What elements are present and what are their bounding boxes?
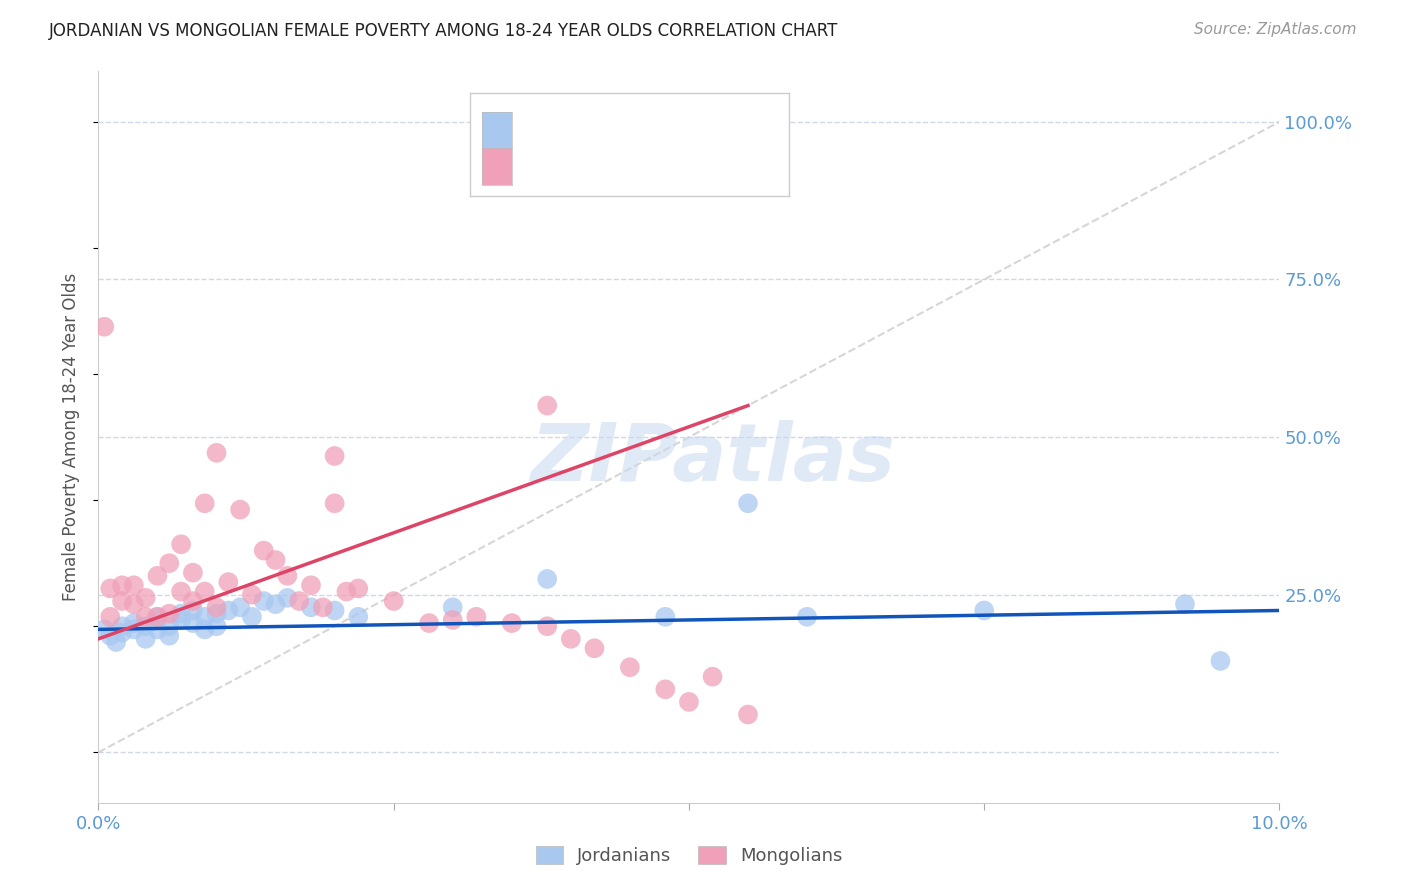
Text: Source: ZipAtlas.com: Source: ZipAtlas.com: [1194, 22, 1357, 37]
Text: 38: 38: [641, 119, 669, 138]
Point: [105, 635, 128, 649]
Point: [382, 594, 405, 608]
Point: [240, 588, 263, 602]
Point: [299, 600, 322, 615]
Point: [465, 609, 488, 624]
Point: [157, 629, 180, 643]
Point: [181, 616, 204, 631]
Text: N =: N =: [610, 120, 650, 137]
Point: [253, 543, 276, 558]
Point: [536, 399, 558, 413]
Point: [796, 609, 818, 624]
Point: [170, 584, 193, 599]
Point: [170, 537, 193, 551]
Point: [194, 623, 217, 637]
Text: R =: R =: [522, 120, 560, 137]
Point: [135, 632, 157, 646]
Point: [1174, 597, 1197, 611]
Point: [181, 566, 204, 580]
Point: [146, 609, 169, 624]
Point: [157, 556, 180, 570]
Point: [737, 496, 759, 510]
Point: [98, 609, 121, 624]
Point: [583, 641, 606, 656]
Y-axis label: Female Poverty Among 18-24 Year Olds: Female Poverty Among 18-24 Year Olds: [62, 273, 80, 601]
Point: [418, 616, 440, 631]
Text: N =: N =: [610, 160, 650, 178]
Point: [323, 449, 346, 463]
Point: [501, 616, 523, 631]
Point: [205, 446, 228, 460]
Point: [181, 594, 204, 608]
Point: [347, 609, 370, 624]
Point: [678, 695, 700, 709]
Point: [98, 629, 121, 643]
Legend: Jordanians, Mongolians: Jordanians, Mongolians: [526, 837, 852, 874]
Point: [146, 623, 169, 637]
Point: [536, 619, 558, 633]
Point: [654, 609, 676, 624]
Point: [135, 609, 157, 624]
Point: [122, 623, 145, 637]
Text: 0.074: 0.074: [554, 119, 616, 138]
Point: [335, 584, 357, 599]
Point: [536, 572, 558, 586]
Point: [157, 607, 180, 621]
Text: 0.341: 0.341: [554, 159, 616, 178]
Point: [299, 578, 322, 592]
Point: [157, 619, 180, 633]
Point: [146, 569, 169, 583]
Point: [135, 619, 157, 633]
Point: [560, 632, 582, 646]
Point: [111, 625, 134, 640]
Point: [217, 603, 239, 617]
Point: [323, 496, 346, 510]
Point: [135, 591, 157, 605]
Point: [654, 682, 676, 697]
Point: [146, 609, 169, 624]
Point: [276, 591, 298, 605]
Point: [973, 603, 995, 617]
Point: [323, 603, 346, 617]
Point: [441, 613, 464, 627]
Point: [441, 600, 464, 615]
Point: [276, 569, 298, 583]
Point: [98, 582, 121, 596]
Text: ZIPatlas: ZIPatlas: [530, 420, 896, 498]
Point: [181, 603, 204, 617]
Point: [93, 623, 115, 637]
Text: JORDANIAN VS MONGOLIAN FEMALE POVERTY AMONG 18-24 YEAR OLDS CORRELATION CHART: JORDANIAN VS MONGOLIAN FEMALE POVERTY AM…: [49, 22, 838, 40]
Point: [1209, 654, 1232, 668]
Point: [240, 609, 263, 624]
Point: [205, 607, 228, 621]
Point: [111, 594, 134, 608]
Text: R =: R =: [522, 160, 560, 178]
Point: [737, 707, 759, 722]
Point: [702, 670, 724, 684]
Point: [122, 616, 145, 631]
Point: [205, 619, 228, 633]
Point: [122, 578, 145, 592]
Point: [170, 613, 193, 627]
Point: [288, 594, 311, 608]
Point: [205, 600, 228, 615]
Point: [194, 496, 217, 510]
Point: [170, 607, 193, 621]
Point: [217, 575, 239, 590]
Point: [264, 597, 287, 611]
Point: [93, 319, 115, 334]
Point: [111, 619, 134, 633]
Text: 48: 48: [641, 159, 669, 178]
Point: [229, 502, 252, 516]
Point: [253, 594, 276, 608]
Point: [194, 584, 217, 599]
Point: [229, 600, 252, 615]
Point: [347, 582, 370, 596]
Point: [194, 609, 217, 624]
Point: [111, 578, 134, 592]
Point: [264, 553, 287, 567]
Point: [619, 660, 641, 674]
Point: [312, 600, 335, 615]
Point: [122, 597, 145, 611]
